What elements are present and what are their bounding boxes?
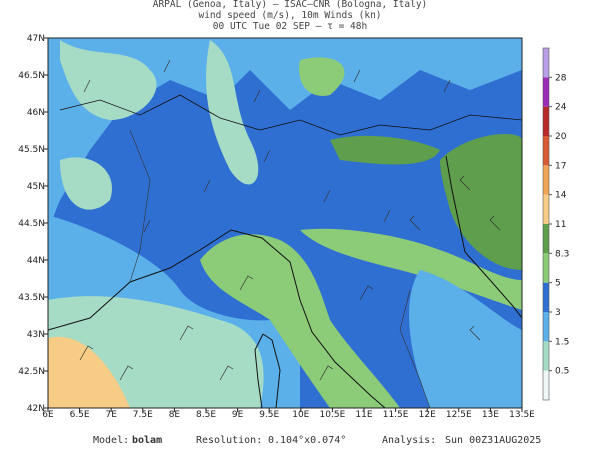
y-tick-label: 42.5N	[18, 367, 45, 377]
colorbar-segment	[543, 106, 549, 136]
x-tick-label: 12E	[419, 410, 436, 420]
colorbar-label: 1.5	[555, 337, 569, 347]
colorbar-label: 3	[555, 308, 561, 318]
colorbar-segment	[543, 312, 549, 342]
colorbar-segment	[543, 77, 549, 107]
x-tick-label: 11E	[355, 410, 372, 420]
colorbar-label: 20	[555, 132, 567, 142]
x-tick-label: 9E	[232, 410, 244, 420]
y-tick-label: 47N	[27, 34, 45, 44]
colorbar-label: 11	[555, 220, 566, 230]
x-tick-label: 9.5E	[259, 410, 279, 420]
title-line: wind speed (m/s), 10m Winds (kn)	[198, 10, 381, 21]
x-tick-label: 8E	[169, 410, 181, 420]
title-line: ARPAL (Genoa, Italy) — ISAC–CNR (Bologna…	[153, 0, 428, 10]
y-tick-label: 45N	[27, 182, 45, 192]
x-tick-label: 6.5E	[70, 410, 90, 420]
x-tick-label: 13E	[482, 410, 499, 420]
x-tick-label: 7.5E	[133, 410, 153, 420]
map-field	[48, 38, 522, 408]
footer-value: Sun 00Z31AUG2025	[445, 435, 541, 446]
colorbar-segment	[543, 48, 549, 78]
colorbar-segment	[543, 341, 549, 371]
colorbar-segment	[543, 224, 549, 254]
colorbar-label: 0.5	[555, 367, 569, 377]
x-tick-label: 11.5E	[383, 410, 409, 420]
x-tick-label: 10.5E	[320, 410, 346, 420]
y-tick-label: 46.5N	[18, 71, 45, 81]
colorbar-label: 24	[555, 103, 567, 113]
colorbar-segment	[543, 282, 549, 312]
x-tick-label: 12.5E	[446, 410, 472, 420]
y-tick-label: 44N	[27, 256, 45, 266]
colorbar-segment	[543, 370, 549, 400]
y-tick-label: 43N	[27, 330, 45, 340]
colorbar-label: 28	[555, 73, 567, 83]
y-tick-label: 42N	[27, 404, 45, 414]
footer-value: 0.104°x0.074°	[268, 435, 346, 446]
footer-label: Resolution:	[196, 435, 262, 446]
footer-value: bolam	[132, 435, 162, 446]
colorbar-segment	[543, 165, 549, 195]
x-tick-label: 8.5E	[196, 410, 216, 420]
colorbar-label: 5	[555, 279, 561, 289]
footer-label: Analysis:	[382, 435, 436, 446]
colorbar-label: 17	[555, 161, 566, 171]
y-tick-label: 46N	[27, 108, 45, 118]
title-line: 00 UTC Tue 02 SEP — τ = 48h	[213, 21, 367, 32]
y-tick-label: 44.5N	[18, 219, 45, 229]
colorbar-label: 8.3	[555, 249, 569, 259]
colorbar-segment	[543, 194, 549, 224]
y-tick-label: 43.5N	[18, 293, 45, 303]
colorbar-label: 14	[555, 191, 567, 201]
colorbar-segment	[543, 136, 549, 166]
x-tick-label: 7E	[105, 410, 117, 420]
y-tick-label: 45.5N	[18, 145, 45, 155]
colorbar-segment	[543, 253, 549, 283]
x-tick-label: 6E	[42, 410, 54, 420]
x-tick-label: 13.5E	[509, 410, 535, 420]
x-tick-label: 10E	[292, 410, 309, 420]
footer-label: Model:	[93, 435, 129, 446]
